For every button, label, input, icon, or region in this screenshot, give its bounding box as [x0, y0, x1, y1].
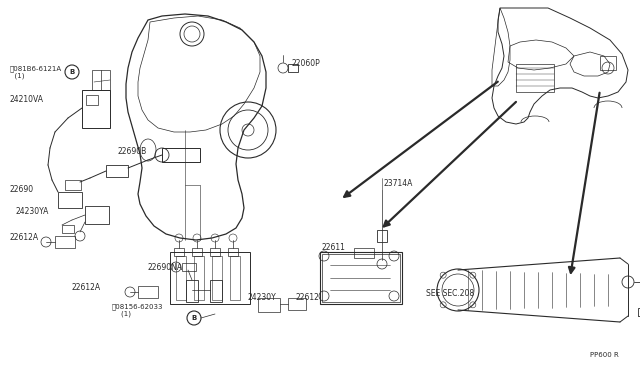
Bar — [320, 252, 402, 304]
Text: B: B — [69, 69, 75, 75]
Bar — [174, 248, 184, 256]
Bar — [86, 95, 98, 105]
Text: Ⓑ08156-62033
    (1): Ⓑ08156-62033 (1) — [112, 303, 163, 317]
Bar — [55, 236, 75, 248]
Bar — [210, 248, 220, 256]
Bar — [62, 225, 74, 233]
Bar — [288, 298, 306, 310]
Text: 22690: 22690 — [10, 186, 34, 195]
Bar — [176, 256, 186, 300]
Bar — [58, 192, 82, 208]
Bar — [194, 256, 204, 300]
Bar — [192, 248, 202, 256]
Bar — [638, 308, 640, 316]
Bar — [138, 286, 158, 298]
Bar — [258, 298, 280, 312]
Bar — [288, 64, 298, 72]
Text: 24230YA: 24230YA — [16, 208, 49, 217]
Bar — [600, 56, 616, 70]
Text: 22690B: 22690B — [118, 148, 147, 157]
Bar — [377, 230, 387, 242]
Bar — [212, 256, 222, 300]
Text: 22612A: 22612A — [72, 283, 101, 292]
Bar — [92, 70, 110, 90]
Bar — [106, 165, 128, 177]
Bar — [182, 263, 196, 271]
Text: 22612: 22612 — [295, 294, 319, 302]
Bar — [170, 252, 250, 304]
Text: Ⓑ081B6-6121A
  (1): Ⓑ081B6-6121A (1) — [10, 65, 62, 79]
Text: SEE SEC.208: SEE SEC.208 — [426, 289, 474, 298]
Bar — [85, 206, 109, 224]
Text: PP600 R: PP600 R — [590, 352, 619, 358]
Bar — [82, 90, 110, 128]
Text: 22611: 22611 — [322, 244, 346, 253]
Text: 23714A: 23714A — [384, 179, 413, 187]
Bar — [162, 148, 200, 162]
Text: 24230Y: 24230Y — [248, 294, 276, 302]
Bar — [186, 280, 198, 302]
Bar — [354, 248, 374, 258]
Text: 24210VA: 24210VA — [10, 96, 44, 105]
Bar — [65, 180, 81, 190]
Bar — [230, 256, 240, 300]
Text: 22060P: 22060P — [292, 60, 321, 68]
Bar — [322, 254, 400, 302]
Bar — [210, 280, 222, 302]
Text: 22690NA: 22690NA — [148, 263, 183, 273]
Text: 22612A: 22612A — [10, 234, 39, 243]
Bar — [228, 248, 238, 256]
Bar — [516, 64, 554, 92]
Text: B: B — [191, 315, 196, 321]
